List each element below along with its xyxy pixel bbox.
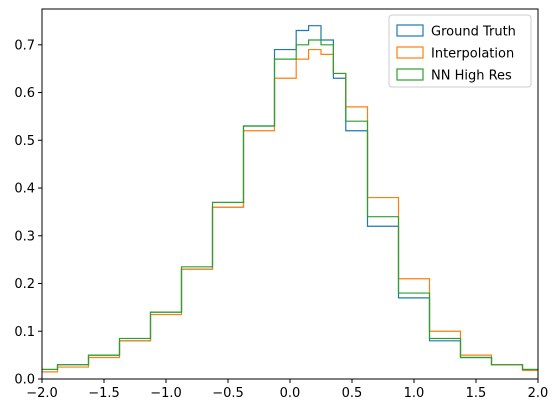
y-tick-label: 0.1 — [14, 325, 35, 340]
legend-swatch — [396, 46, 424, 59]
x-tick-label: 0.0 — [280, 386, 301, 401]
y-tick-label: 0.7 — [14, 38, 35, 53]
series-line-interpolation — [42, 48, 538, 373]
y-tick-label: 0.5 — [14, 134, 35, 149]
y-tick-label: 0.3 — [14, 229, 35, 244]
legend-swatch — [396, 24, 424, 37]
x-tick-label: −0.5 — [212, 386, 244, 401]
x-tick-label: 1.0 — [404, 386, 425, 401]
x-tick-label: −1.0 — [150, 386, 182, 401]
legend-swatch — [396, 68, 424, 81]
y-tick-label: 0.2 — [14, 277, 35, 292]
y-tick-label: 0.4 — [14, 182, 35, 197]
legend-label: NN High Res — [431, 69, 512, 84]
x-tick-label: −1.5 — [88, 386, 120, 401]
x-tick-label: 2.0 — [528, 386, 549, 401]
y-tick-label: 0.6 — [14, 86, 35, 101]
legend-label: Ground Truth — [431, 25, 516, 40]
legend-label: Interpolation — [431, 47, 514, 62]
plot-area — [42, 25, 538, 373]
legend: Ground Truth Interpolation NN High Res — [388, 14, 532, 88]
series-line-nn-high-res — [42, 39, 538, 371]
x-tick-label: 0.5 — [342, 386, 363, 401]
legend-box — [388, 14, 532, 88]
axes: −2.0 −1.5 −1.0 −0.5 0.0 0.5 1.0 1.5 2.0 0.0 0.1 0.2… — [14, 8, 549, 401]
x-tick-label: 1.5 — [466, 386, 487, 401]
x-tick-label: −2.0 — [26, 386, 58, 401]
y-tick-label: 0.0 — [14, 373, 35, 388]
